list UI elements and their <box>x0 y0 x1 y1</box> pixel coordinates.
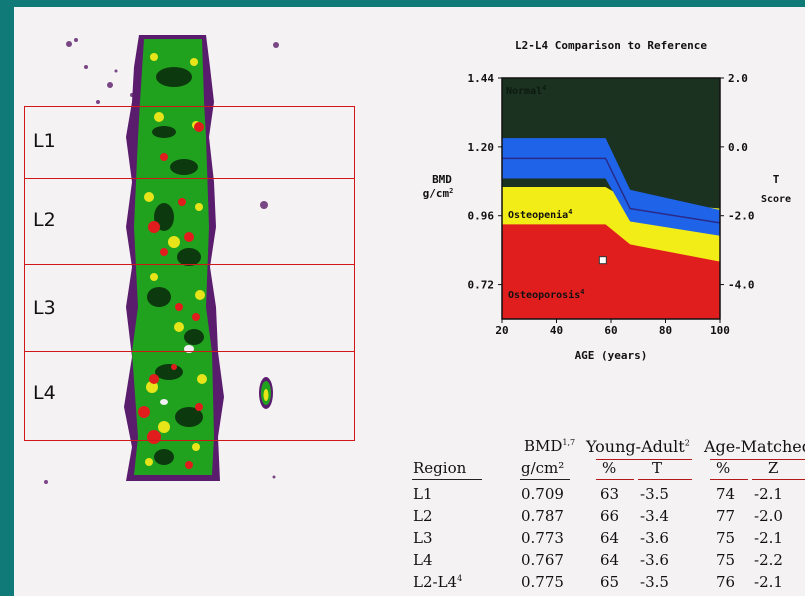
y2-tick-label: 2.0 <box>728 72 748 85</box>
y-tick-label: 1.44 <box>468 72 495 85</box>
cell-z-score: -2.0 <box>754 507 783 525</box>
cell-z-score: -2.1 <box>754 485 783 503</box>
report-sheet: L1 L2 L3 L4 L2-L4 Comparison to Referenc… <box>14 7 805 596</box>
x-tick-label: 40 <box>550 324 563 337</box>
cell-bmd: 0.775 <box>521 573 564 591</box>
cell-t-score: -3.6 <box>640 551 669 569</box>
x-axis-label: AGE (years) <box>575 349 648 362</box>
y-axis-ticks: 1.44 1.20 0.96 0.72 <box>468 72 502 292</box>
cell-z-score: -2.1 <box>754 529 783 547</box>
cell-age-matched-pct: 76 <box>716 573 736 591</box>
cell-young-adult-pct: 63 <box>600 485 620 503</box>
header-t-score: T <box>652 459 663 477</box>
bmd-underline <box>520 479 570 480</box>
y-axis-label: BMD <box>432 173 452 186</box>
label-osteoporosis: Osteoporosis4 <box>508 288 584 301</box>
cell-age-matched-pct: 75 <box>716 551 736 569</box>
vertebra-label-l3: L3 <box>33 297 56 319</box>
pct2-underline <box>710 479 748 480</box>
y-axis-unit: g/cm2 <box>423 187 454 200</box>
y-tick-label: 1.20 <box>468 141 495 154</box>
cell-z-score: -2.1 <box>754 573 783 591</box>
cell-z-score: -2.2 <box>754 551 783 569</box>
reference-mean-line <box>502 157 721 224</box>
x-axis-ticks: 20 40 60 80 100 <box>495 319 730 337</box>
y2-tick-label: -4.0 <box>728 279 755 292</box>
cell-age-matched-pct: 77 <box>716 507 736 525</box>
cell-t-score: -3.5 <box>640 485 669 503</box>
cell-young-adult-pct: 64 <box>600 551 620 569</box>
chart-title: L2-L4 Comparison to Reference <box>515 39 707 52</box>
x-tick-label: 100 <box>710 324 730 337</box>
spine-column <box>124 35 224 481</box>
y2-axis-label-bottom: Score <box>761 194 791 205</box>
x-tick-label: 60 <box>604 324 617 337</box>
reference-chart: L2-L4 Comparison to Reference Normal4 Ost… <box>423 39 791 362</box>
header-bmd: BMD1,7 <box>524 437 576 455</box>
y2-axis-label-top: T <box>773 173 780 186</box>
cell-region: L2 <box>413 507 433 525</box>
cell-age-matched-pct: 74 <box>716 485 736 503</box>
cell-young-adult-pct: 66 <box>600 507 620 525</box>
label-normal: Normal4 <box>506 84 546 97</box>
vertebra-label-l4: L4 <box>33 382 56 404</box>
header-region: Region <box>413 459 467 477</box>
cell-region: L1 <box>413 485 433 503</box>
header-bmd-unit: g/cm² <box>521 459 565 477</box>
cell-bmd: 0.767 <box>521 551 564 569</box>
y-tick-label: 0.96 <box>468 210 495 223</box>
side-artifact <box>259 377 273 409</box>
x-tick-label: 20 <box>495 324 508 337</box>
z-underline <box>752 479 805 480</box>
region-underline <box>412 479 482 480</box>
cell-region: L4 <box>413 551 433 569</box>
cell-bmd: 0.709 <box>521 485 564 503</box>
cell-region: L2-L44 <box>413 573 463 591</box>
cell-t-score: -3.4 <box>640 507 669 525</box>
cell-young-adult-pct: 64 <box>600 529 620 547</box>
young-adult-rule <box>596 459 692 460</box>
header-z-score: Z <box>768 459 779 477</box>
y2-tick-label: 0.0 <box>728 141 748 154</box>
spine-scan-image <box>44 35 279 484</box>
cell-t-score: -3.6 <box>640 529 669 547</box>
t-underline <box>638 479 692 480</box>
chart-plot-area: Normal4 Osteopenia4 Osteoporosis4 <box>501 77 721 320</box>
header-young-adult: Young-Adult2 <box>586 437 690 456</box>
header-age-matched: Age-Matched3 <box>704 437 805 456</box>
header-young-adult-pct: % <box>602 459 617 477</box>
header-age-matched-pct: % <box>716 459 731 477</box>
cell-age-matched-pct: 75 <box>716 529 736 547</box>
vertebra-label-l1: L1 <box>33 130 56 152</box>
cell-bmd: 0.787 <box>521 507 564 525</box>
reference-band-overlay <box>502 138 720 236</box>
age-matched-rule <box>710 459 805 460</box>
y2-axis-ticks: 2.0 0.0 -2.0 -4.0 <box>720 72 755 292</box>
osteoporosis-region <box>502 224 720 319</box>
vertebra-label-l2: L2 <box>33 209 56 231</box>
pct1-underline <box>596 479 634 480</box>
y2-tick-label: -2.0 <box>728 210 755 223</box>
x-tick-label: 80 <box>659 324 672 337</box>
cell-bmd: 0.773 <box>521 529 564 547</box>
cell-t-score: -3.5 <box>640 573 669 591</box>
patient-data-point <box>598 256 607 265</box>
cell-young-adult-pct: 65 <box>600 573 620 591</box>
y-tick-label: 0.72 <box>468 279 495 292</box>
label-osteopenia: Osteopenia4 <box>508 208 572 221</box>
vertebra-box-l4: L4 <box>24 351 355 441</box>
cell-region: L3 <box>413 529 433 547</box>
